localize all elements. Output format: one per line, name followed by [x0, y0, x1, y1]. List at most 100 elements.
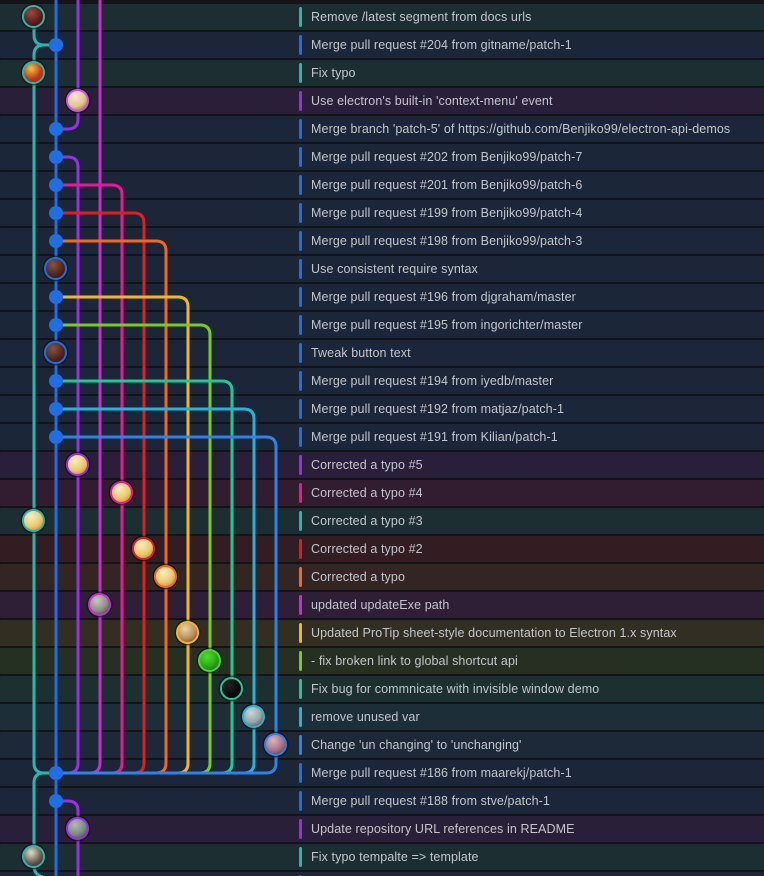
author-avatar[interactable]	[154, 565, 177, 588]
branch-accent-bar	[299, 763, 302, 783]
author-avatar[interactable]	[220, 677, 243, 700]
commit-message: Merge branch 'patch-5' of https://github…	[311, 122, 731, 136]
commit-row[interactable]: Fix bug for commnicate with invisible wi…	[0, 676, 764, 702]
branch-accent-bar	[299, 343, 302, 363]
branch-accent-bar	[299, 63, 302, 83]
branch-accent-bar	[299, 399, 302, 419]
commit-row[interactable]: Merge pull request #188 from stve/patch-…	[0, 788, 764, 814]
commit-row[interactable]: Merge pull request #194 from iyedb/maste…	[0, 368, 764, 394]
commit-row[interactable]: updated updateExe path	[0, 592, 764, 618]
branch-accent-bar	[299, 287, 302, 307]
branch-accent-bar	[299, 231, 302, 251]
commit-message: Tweak button text	[311, 346, 411, 360]
branch-accent-bar	[299, 511, 302, 531]
branch-accent-bar	[299, 35, 302, 55]
commit-row[interactable]: Fix typo	[0, 60, 764, 86]
commit-message: Remove /latest segment from docs urls	[311, 10, 532, 24]
author-avatar[interactable]	[264, 733, 287, 756]
commit-message: Corrected a typo	[311, 570, 406, 584]
commit-row[interactable]: Remove /latest segment from docs urls	[0, 4, 764, 30]
branch-accent-bar	[299, 651, 302, 671]
commit-row[interactable]: Merge pull request #199 from Benjiko99/p…	[0, 200, 764, 226]
commit-row[interactable]: remove unused var	[0, 704, 764, 730]
branch-accent-bar	[299, 791, 302, 811]
branch-accent-bar	[299, 259, 302, 279]
commit-row[interactable]: Merge pull request #192 from matjaz/patc…	[0, 396, 764, 422]
commit-row[interactable]: Corrected a typo #5	[0, 452, 764, 478]
commit-message: Merge pull request #199 from Benjiko99/p…	[311, 206, 583, 220]
commit-message: Use electron's built-in 'context-menu' e…	[311, 94, 553, 108]
author-avatar[interactable]	[132, 537, 155, 560]
commit-message: Updated ProTip sheet-style documentation…	[311, 626, 677, 640]
commit-row[interactable]: Fix typo tempalte => template	[0, 844, 764, 870]
commit-row[interactable]: Merge pull request #201 from Benjiko99/p…	[0, 172, 764, 198]
commit-row[interactable]: Merge pull request #196 from djgraham/ma…	[0, 284, 764, 310]
commit-row[interactable]: Corrected a typo #3	[0, 508, 764, 534]
branch-accent-bar	[299, 483, 302, 503]
commit-message: Use consistent require syntax	[311, 262, 478, 276]
commit-row[interactable]: Updated ProTip sheet-style documentation…	[0, 620, 764, 646]
author-avatar[interactable]	[198, 649, 221, 672]
commit-row[interactable]: Corrected a typo	[0, 564, 764, 590]
commit-message: Fix typo	[311, 66, 356, 80]
commit-row[interactable]: - fix broken link to global shortcut api	[0, 648, 764, 674]
branch-accent-bar	[299, 203, 302, 223]
author-avatar[interactable]	[22, 509, 45, 532]
author-avatar[interactable]	[66, 89, 89, 112]
branch-accent-bar	[299, 735, 302, 755]
branch-accent-bar	[299, 315, 302, 335]
branch-accent-bar	[299, 539, 302, 559]
branch-accent-bar	[299, 175, 302, 195]
branch-accent-bar	[299, 91, 302, 111]
commit-row[interactable]: Merge pull request #191 from Kilian/patc…	[0, 424, 764, 450]
author-avatar[interactable]	[44, 257, 67, 280]
commit-message: Corrected a typo #5	[311, 458, 423, 472]
commit-row[interactable]: Merge pull request #195 from ingorichter…	[0, 312, 764, 338]
author-avatar[interactable]	[66, 453, 89, 476]
commit-row[interactable]	[0, 872, 764, 876]
commit-message: remove unused var	[311, 710, 420, 724]
branch-accent-bar	[299, 7, 302, 27]
author-avatar[interactable]	[176, 621, 199, 644]
branch-accent-bar	[299, 427, 302, 447]
commit-row[interactable]: Use consistent require syntax	[0, 256, 764, 282]
commit-message: Merge pull request #204 from gitname/pat…	[311, 38, 572, 52]
commit-row[interactable]: Merge pull request #198 from Benjiko99/p…	[0, 228, 764, 254]
branch-accent-bar	[299, 567, 302, 587]
author-avatar[interactable]	[66, 817, 89, 840]
author-avatar[interactable]	[88, 593, 111, 616]
commit-message: Merge pull request #198 from Benjiko99/p…	[311, 234, 583, 248]
commit-row[interactable]: Merge pull request #202 from Benjiko99/p…	[0, 144, 764, 170]
commit-message: Merge pull request #186 from maarekj/pat…	[311, 766, 572, 780]
author-avatar[interactable]	[22, 61, 45, 84]
branch-accent-bar	[299, 595, 302, 615]
commit-row[interactable]: Change 'un changing' to 'unchanging'	[0, 732, 764, 758]
commit-row[interactable]: Merge pull request #186 from maarekj/pat…	[0, 760, 764, 786]
commit-message: Merge pull request #194 from iyedb/maste…	[311, 374, 554, 388]
branch-accent-bar	[299, 147, 302, 167]
commit-row[interactable]: Use electron's built-in 'context-menu' e…	[0, 88, 764, 114]
author-avatar[interactable]	[242, 705, 265, 728]
commit-row[interactable]: Corrected a typo #2	[0, 536, 764, 562]
author-avatar[interactable]	[110, 481, 133, 504]
author-avatar[interactable]	[22, 5, 45, 28]
commit-message: - fix broken link to global shortcut api	[311, 654, 518, 668]
branch-accent-bar	[299, 819, 302, 839]
branch-accent-bar	[299, 847, 302, 867]
author-avatar[interactable]	[44, 341, 67, 364]
branch-accent-bar	[299, 707, 302, 727]
branch-accent-bar	[299, 455, 302, 475]
commit-message: Change 'un changing' to 'unchanging'	[311, 738, 522, 752]
commit-row[interactable]: Update repository URL references in READ…	[0, 816, 764, 842]
commit-row[interactable]: Merge branch 'patch-5' of https://github…	[0, 116, 764, 142]
commit-message: Merge pull request #191 from Kilian/patc…	[311, 430, 558, 444]
commit-row[interactable]: Tweak button text	[0, 340, 764, 366]
commit-message: Merge pull request #201 from Benjiko99/p…	[311, 178, 583, 192]
commit-message: Merge pull request #196 from djgraham/ma…	[311, 290, 576, 304]
commit-message: Fix bug for commnicate with invisible wi…	[311, 682, 600, 696]
commit-row[interactable]: Merge pull request #204 from gitname/pat…	[0, 32, 764, 58]
commit-message: Merge pull request #188 from stve/patch-…	[311, 794, 550, 808]
branch-accent-bar	[299, 371, 302, 391]
author-avatar[interactable]	[22, 845, 45, 868]
